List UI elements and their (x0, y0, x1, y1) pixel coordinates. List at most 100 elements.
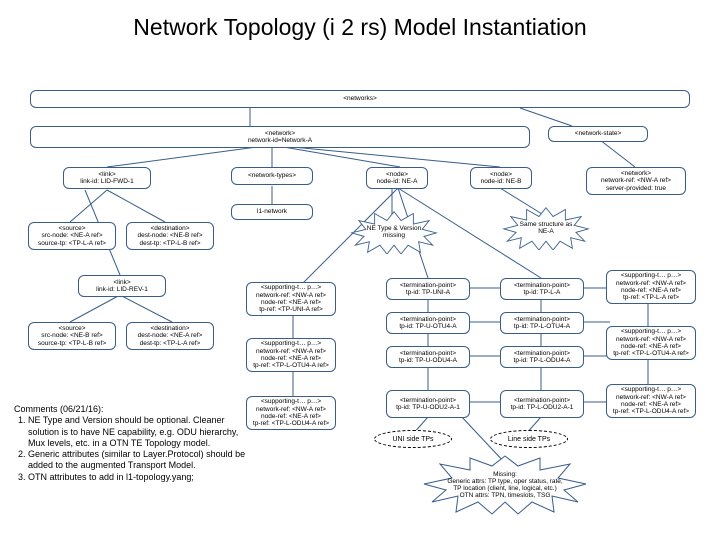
src1-box: <source> src-node: <NE-A ref> source-tp:… (28, 222, 116, 250)
tpC3-box: <supporting-t… p…> network-ref: <NW-A re… (606, 384, 696, 418)
node-a-l2: node-id: NE-A (370, 178, 424, 185)
sup2-box: <supporting-t… p…> network-ref: <NW-A re… (246, 338, 336, 372)
missing-l4: OTN attrs: TPN, timeslots, TSG (460, 492, 551, 499)
network-types-box: <network-types> (231, 167, 313, 185)
tpA1-box: <termination-point> tp-id: TP-UNI-A (386, 278, 470, 300)
src2-l2: src-node: <NE-B ref> (32, 332, 112, 339)
dst2-l3: dest-tp: <TP-L-A ref> (130, 340, 210, 347)
dst1-l2: dest-node: <NE-B ref> (130, 232, 210, 239)
tpC3-l4: tp-ref: <TP-L-ODU4-A ref> (610, 408, 692, 415)
tpA4-box: <termination-point> tp-id: TP-U-ODU2-A-1 (386, 390, 470, 418)
dst2-l1: <destination> (130, 325, 210, 332)
tpC3-l3: node-ref: <NE-A ref> (610, 401, 692, 408)
network-types-label: <network-types> (235, 172, 309, 179)
src1-l1: <source> (32, 225, 112, 232)
tpA4-l1: <termination-point> (390, 397, 466, 404)
network-state-label: <network-state> (552, 130, 644, 137)
sup1-l1: <supporting-t… p…> (250, 284, 332, 291)
missing-l1: Missing: (493, 471, 517, 478)
ne-type-burst: NE Type & Version missing (346, 210, 442, 254)
tpA2-l1: <termination-point> (390, 316, 466, 323)
tpB3-l1: <termination-point> (504, 350, 580, 357)
sup3-l4: tp-ref: <TP-L-ODU4-A ref> (250, 420, 332, 427)
tpC2-l1: <supporting-t… p…> (610, 328, 692, 335)
src1-l2: src-node: <NE-A ref> (32, 232, 112, 239)
tpA4-l2: tp-id: TP-U-ODU2-A-1 (390, 404, 466, 411)
tpB3-l2: tp-id: TP-L-ODU4-A (504, 357, 580, 364)
src2-box: <source> src-node: <NE-B ref> source-tp:… (28, 322, 116, 350)
tpB2-l2: tp-id: TP-L-OTU4-A (504, 323, 580, 330)
network-ref-l3: server-provided: true (590, 185, 682, 192)
src2-l3: source-tp: <TP-L-B ref> (32, 340, 112, 347)
tpC1-l1: <supporting-t… p…> (610, 272, 692, 279)
link-fwd-l1: <link> (67, 171, 147, 178)
tpB2-box: <termination-point> tp-id: TP-L-OTU4-A (500, 312, 584, 334)
tpC2-box: <supporting-t… p…> network-ref: <NW-A re… (606, 326, 696, 360)
tpC1-box: <supporting-t… p…> network-ref: <NW-A re… (606, 270, 696, 304)
tpC1-l4: tp-ref: <TP-L-A ref> (610, 294, 692, 301)
networks-box: <networks> (30, 90, 690, 108)
uni-oval-label: UNI side TPs (392, 436, 433, 443)
tpC2-l2: network-ref: <NW-A ref> (610, 336, 692, 343)
sup1-l4: tp-ref: <TP-UNI-A ref> (250, 306, 332, 313)
network-ref-box: <network> network-ref: <NW-A ref> server… (586, 167, 686, 195)
link-rev-l2: link-id: LID-REV-1 (82, 286, 162, 293)
sup2-l1: <supporting-t… p…> (250, 340, 332, 347)
uni-oval: UNI side TPs (374, 430, 452, 448)
sup1-l3: node-ref: <NE-A ref> (250, 299, 332, 306)
same-l2: NE-A (538, 228, 554, 235)
tpC2-l3: node-ref: <NE-A ref> (610, 343, 692, 350)
l1-network-box: l1-network (231, 204, 313, 220)
network-a-l1: <network> (34, 130, 526, 137)
dst1-l3: dest-tp: <TP-L-B ref> (130, 240, 210, 247)
tpB1-l2: tp-id: TP-L-A (504, 289, 580, 296)
comment-1: NE Type and Version should be optional. … (28, 415, 248, 449)
sup3-box: <supporting-t… p…> network-ref: <NW-A re… (246, 396, 336, 430)
tpA1-l1: <termination-point> (390, 282, 466, 289)
tpB1-box: <termination-point> tp-id: TP-L-A (500, 278, 584, 300)
l1-network-label: l1-network (235, 208, 309, 215)
src1-l3: source-tp: <TP-L-A ref> (32, 240, 112, 247)
missing-burst: Missing: Generic attrs: TP type, oper st… (420, 454, 590, 516)
tpA2-l2: tp-id: TP-U-OTU4-A (390, 323, 466, 330)
sup2-l4: tp-ref: <TP-L-OTU4-A ref> (250, 362, 332, 369)
sup1-box: <supporting-t… p…> network-ref: <NW-A re… (246, 282, 336, 316)
tpB3-box: <termination-point> tp-id: TP-L-ODU4-A (500, 346, 584, 368)
sup3-l2: network-ref: <NW-A ref> (250, 406, 332, 413)
line-oval: Line side TPs (490, 430, 568, 448)
network-a-box: <network> network-id=Network-A (30, 126, 530, 148)
page-title: Network Topology (i 2 rs) Model Instanti… (0, 14, 720, 41)
dst2-box: <destination> dest-node: <NE-A ref> dest… (126, 322, 214, 350)
ne-type-l1: NE Type & Version (367, 225, 421, 232)
tpC3-l1: <supporting-t… p…> (610, 386, 692, 393)
tpC1-l2: network-ref: <NW-A ref> (610, 280, 692, 287)
tpB2-l1: <termination-point> (504, 316, 580, 323)
missing-l2: Generic attrs: TP type, oper status, rat… (447, 478, 562, 485)
tpB1-l1: <termination-point> (504, 282, 580, 289)
node-b-l1: <node> (474, 171, 528, 178)
tpA3-l1: <termination-point> (390, 350, 466, 357)
network-ref-l1: <network> (590, 170, 682, 177)
dst1-l1: <destination> (130, 225, 210, 232)
tpB4-box: <termination-point> tp-id: TP-L-ODU2-A-1 (500, 390, 584, 418)
sup1-l2: network-ref: <NW-A ref> (250, 292, 332, 299)
dst2-l2: dest-node: <NE-A ref> (130, 332, 210, 339)
comment-2: Generic attributes (similar to Layer.Pro… (28, 449, 248, 472)
comments-block: Comments (06/21/16): NE Type and Version… (14, 404, 248, 483)
tpC1-l3: node-ref: <NE-A ref> (610, 287, 692, 294)
tpB4-l1: <termination-point> (504, 397, 580, 404)
tpA3-box: <termination-point> tp-id: TP-U-ODU4-A (386, 346, 470, 368)
same-struct-burst: Same structure as NE-A (498, 206, 594, 250)
same-l1: Same structure as (520, 221, 573, 228)
tpA2-box: <termination-point> tp-id: TP-U-OTU4-A (386, 312, 470, 334)
sup2-l2: network-ref: <NW-A ref> (250, 348, 332, 355)
node-b-box: <node> node-id: NE-B (470, 167, 532, 189)
missing-l3: TP location (client, line, logical, etc.… (453, 485, 557, 492)
node-b-l2: node-id: NE-B (474, 178, 528, 185)
link-fwd-box: <link> link-id: LID-FWD-1 (63, 167, 151, 189)
link-fwd-l2: link-id: LID-FWD-1 (67, 178, 147, 185)
sup2-l3: node-ref: <NE-A ref> (250, 355, 332, 362)
tpB4-l2: tp-id: TP-L-ODU2-A-1 (504, 404, 580, 411)
line-oval-label: Line side TPs (508, 436, 550, 443)
tpC3-l2: network-ref: <NW-A ref> (610, 394, 692, 401)
